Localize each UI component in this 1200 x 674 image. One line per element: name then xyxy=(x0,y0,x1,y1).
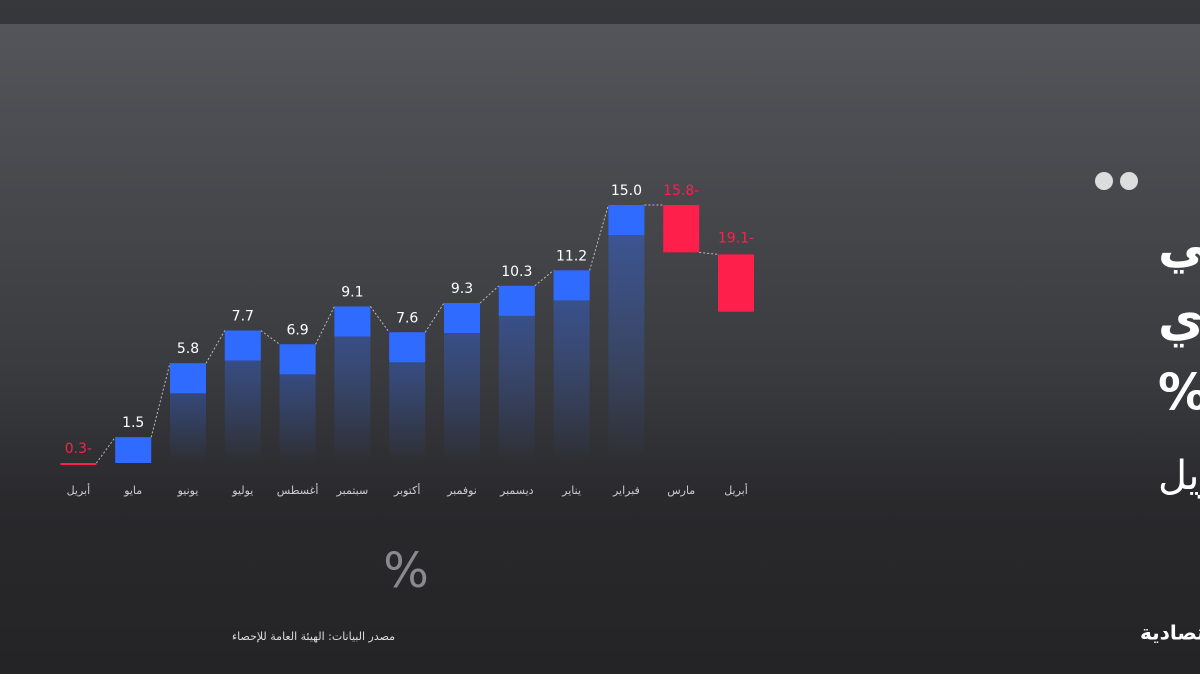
connector xyxy=(369,306,390,333)
quote-dot xyxy=(1095,172,1113,190)
value-label: 7.6 xyxy=(396,310,418,326)
bar xyxy=(224,330,261,361)
bar-fade xyxy=(553,270,590,463)
x-tick-label: ديسمبر xyxy=(499,484,534,497)
connector xyxy=(534,269,554,287)
watermark: % xyxy=(383,543,429,599)
bar xyxy=(444,303,480,334)
source: مصدر البيانات: الهيئة العامة للإحصاء xyxy=(232,630,395,643)
x-tick-label: يونيو xyxy=(177,484,199,497)
title-line: الإنتاج الصناعي xyxy=(1158,216,1200,274)
value-label: 0.3- xyxy=(65,441,92,457)
top-strip xyxy=(0,0,1200,24)
bar xyxy=(663,205,700,253)
connector xyxy=(95,436,116,464)
connector xyxy=(699,251,719,255)
bar xyxy=(279,344,316,375)
x-tick-label: مارس xyxy=(667,484,695,497)
value-label: 19.1- xyxy=(718,230,754,246)
title-line: يتراجع 19% xyxy=(1158,364,1200,423)
value-label: 5.8 xyxy=(177,341,199,357)
value-label: 10.3 xyxy=(501,264,532,280)
x-tick-label: سبتمبر xyxy=(336,484,369,497)
x-tick-label: أبريل xyxy=(724,483,748,497)
x-tick-label: نوفمبر xyxy=(446,484,477,497)
bar xyxy=(334,306,371,337)
value-label: 11.2 xyxy=(556,248,587,264)
x-tick-label: أكتوبر xyxy=(393,483,420,497)
bar-fade xyxy=(608,205,645,463)
value-label: 9.1 xyxy=(341,284,363,300)
x-tick-label: يناير xyxy=(561,484,581,497)
bar xyxy=(553,270,590,301)
connector xyxy=(424,302,445,333)
bar xyxy=(60,463,97,465)
title-line: السعودي xyxy=(1158,290,1200,349)
bar xyxy=(170,363,206,394)
value-label: 6.9 xyxy=(286,322,308,338)
value-label: 7.7 xyxy=(232,309,254,325)
bar xyxy=(389,332,426,363)
bar xyxy=(115,437,152,463)
subtitle: خلال أبريل xyxy=(1158,449,1200,499)
value-label: 1.5 xyxy=(122,415,144,431)
x-tick-label: فبراير xyxy=(612,484,640,497)
brand: الاقتصادية xyxy=(1140,621,1200,645)
x-tick-label: أبريل xyxy=(67,483,91,497)
x-tick-label: مايو xyxy=(123,484,142,497)
x-tick-label: يوليو xyxy=(231,484,253,497)
x-tick-label: أغسطس xyxy=(277,483,319,497)
connector xyxy=(589,204,609,271)
quote-dot xyxy=(1120,172,1138,190)
bar xyxy=(718,254,754,312)
value-label: 15.8- xyxy=(663,183,699,199)
bar xyxy=(498,285,535,316)
connector xyxy=(479,285,500,304)
connector xyxy=(150,363,171,438)
bar xyxy=(608,205,645,235)
connector xyxy=(315,306,335,345)
value-label: 15.0 xyxy=(611,183,642,199)
value-label: 9.3 xyxy=(451,281,473,297)
